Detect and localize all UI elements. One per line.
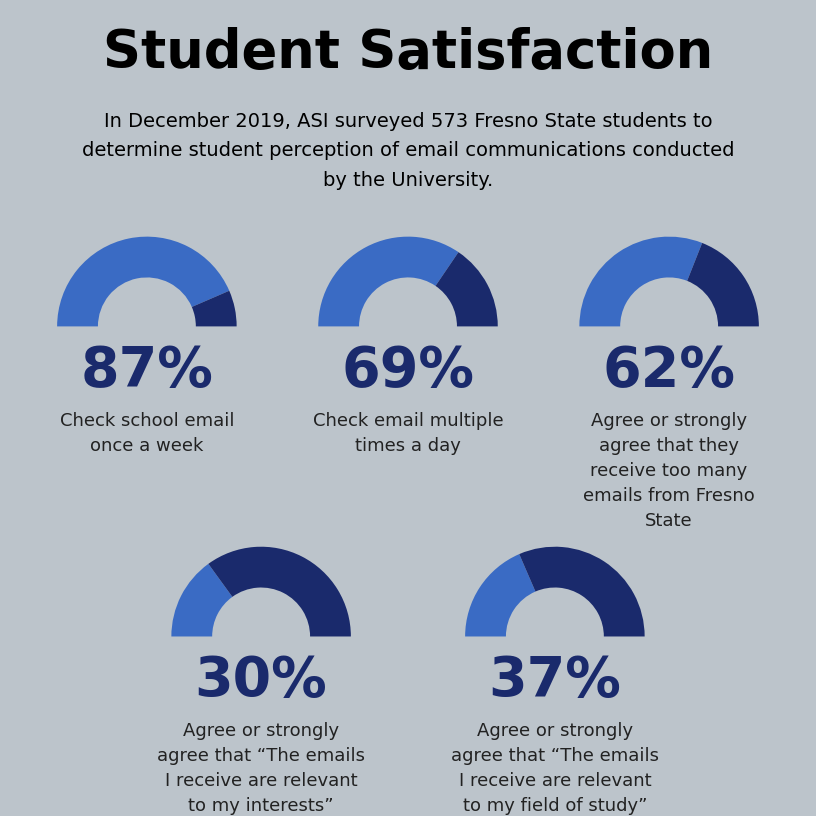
Wedge shape — [57, 237, 229, 326]
Text: 62%: 62% — [603, 344, 735, 398]
Text: Check school email
once a week: Check school email once a week — [60, 412, 234, 455]
Text: 30%: 30% — [195, 654, 327, 708]
Text: Check email multiple
times a day: Check email multiple times a day — [313, 412, 503, 455]
Wedge shape — [465, 554, 535, 636]
Wedge shape — [318, 237, 459, 326]
Wedge shape — [192, 290, 237, 326]
Text: 87%: 87% — [81, 344, 213, 398]
Wedge shape — [687, 243, 759, 326]
Wedge shape — [208, 547, 351, 636]
Text: Agree or strongly
agree that “The emails
I receive are relevant
to my interests”: Agree or strongly agree that “The emails… — [157, 722, 365, 815]
Text: Agree or strongly
agree that they
receive too many
emails from Fresno
State: Agree or strongly agree that they receiv… — [583, 412, 755, 530]
Wedge shape — [171, 564, 233, 636]
Text: Agree or strongly
agree that “The emails
I receive are relevant
to my field of s: Agree or strongly agree that “The emails… — [451, 722, 659, 815]
Wedge shape — [519, 547, 645, 636]
Wedge shape — [436, 252, 498, 326]
Text: 37%: 37% — [489, 654, 621, 708]
Text: 69%: 69% — [342, 344, 474, 398]
Wedge shape — [579, 237, 702, 326]
Text: Student Satisfaction: Student Satisfaction — [103, 27, 713, 79]
Text: In December 2019, ASI surveyed 573 Fresno State students to
determine student pe: In December 2019, ASI surveyed 573 Fresn… — [82, 112, 734, 190]
